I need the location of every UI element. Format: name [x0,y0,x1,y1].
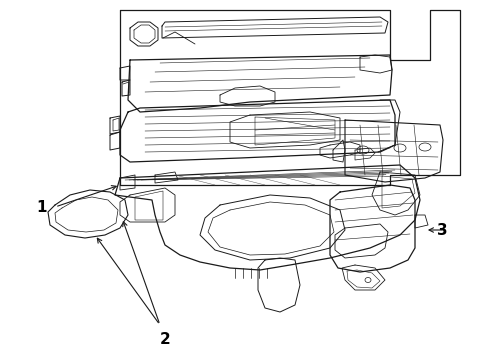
Text: 3: 3 [437,222,447,238]
Text: 2: 2 [160,333,171,347]
Text: 1: 1 [37,199,47,215]
